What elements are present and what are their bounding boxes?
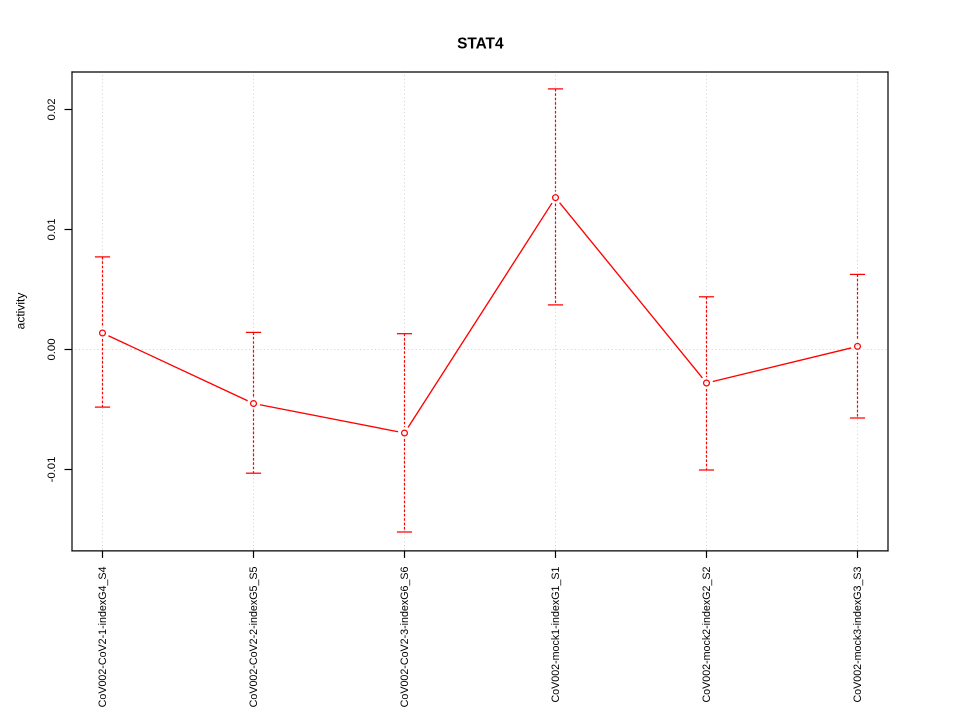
- svg-text:-0.01: -0.01: [46, 457, 58, 483]
- svg-text:CoV002-CoV2-1-indexG4_S4: CoV002-CoV2-1-indexG4_S4: [97, 566, 109, 707]
- svg-text:CoV002-mock3-indexG3_S3: CoV002-mock3-indexG3_S3: [852, 566, 864, 702]
- svg-text:CoV002-mock2-indexG2_S2: CoV002-mock2-indexG2_S2: [701, 566, 713, 702]
- svg-text:CoV002-CoV2-2-indexG5_S5: CoV002-CoV2-2-indexG5_S5: [248, 566, 260, 707]
- svg-text:activity: activity: [14, 293, 28, 330]
- svg-text:STAT4: STAT4: [457, 35, 504, 52]
- svg-text:0.00: 0.00: [46, 339, 58, 361]
- svg-text:0.02: 0.02: [46, 99, 58, 121]
- svg-text:0.01: 0.01: [46, 219, 58, 241]
- svg-text:CoV002-CoV2-3-indexG6_S6: CoV002-CoV2-3-indexG6_S6: [399, 566, 411, 707]
- svg-text:CoV002-mock1-indexG1_S1: CoV002-mock1-indexG1_S1: [550, 566, 562, 702]
